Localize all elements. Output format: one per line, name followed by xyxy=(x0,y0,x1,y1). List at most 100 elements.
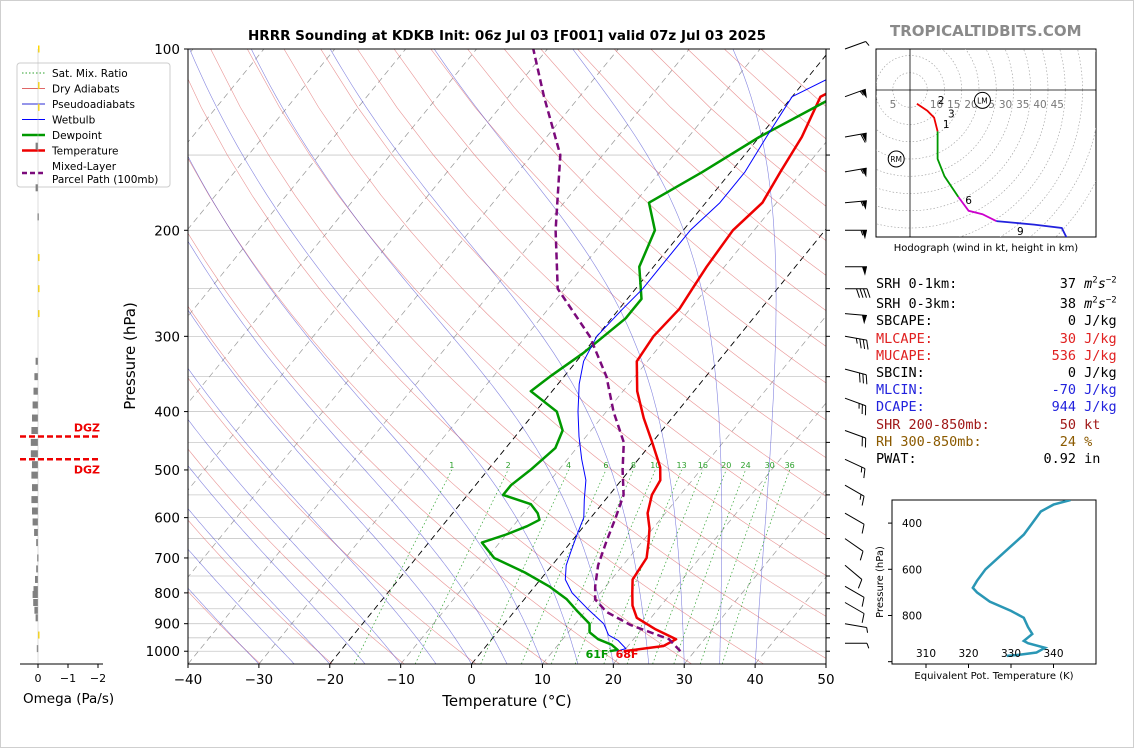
barb-staff xyxy=(844,313,867,317)
omega-bar xyxy=(38,631,40,639)
x-tick-label: 20 xyxy=(605,672,622,688)
parameter-unit: J/kg xyxy=(1076,330,1117,347)
barb-full xyxy=(857,579,863,589)
mixing-ratio-label: 6 xyxy=(603,461,608,470)
wind-barb xyxy=(844,200,867,210)
barb-pennant xyxy=(861,168,867,178)
hodograph-trace xyxy=(936,131,960,198)
pseudoadiabat-line xyxy=(188,419,401,664)
wind-barb xyxy=(845,288,871,298)
parameter-unit: J/kg xyxy=(1076,365,1117,382)
omega-bar xyxy=(32,507,38,515)
dry-adiabat-line xyxy=(210,49,826,659)
wind-barb xyxy=(844,397,867,416)
y-tick-label: 200 xyxy=(154,223,180,239)
sounding-parameters: SRH 0-1km: 37 m2s−2 SRH 0-3km: 38 m2s−2 SBCA… xyxy=(876,272,1117,468)
legend-text-line: Parcel Path (100mb) xyxy=(52,174,158,186)
barb-staff xyxy=(844,512,865,525)
barb-pennant xyxy=(861,315,867,325)
wind-barbs xyxy=(844,41,871,649)
y-tick-label: 1000 xyxy=(146,644,180,660)
skewt-plot: 1 2 4 6 8 10 13 16 20 24 30 36 10020030040050060070… xyxy=(121,28,835,710)
dry-adiabat-line xyxy=(283,49,826,576)
hodograph-caption: Hodograph (wind in kt, height in km) xyxy=(894,243,1079,254)
wind-barb xyxy=(844,335,869,350)
isotherm-line xyxy=(188,49,690,664)
x-tick-label: −30 xyxy=(245,672,274,688)
chart-title: HRRR Sounding at KDKB Init: 06z Jul 03 [… xyxy=(248,28,766,44)
barb-pennant xyxy=(861,133,867,143)
barb-full xyxy=(861,613,865,623)
storm-motion-rm-label: RM xyxy=(890,155,902,164)
parameter-unit: in xyxy=(1076,451,1101,468)
legend-label-4: Dewpoint xyxy=(52,130,102,142)
series-line-dewpoint xyxy=(480,99,826,653)
barb-pennant xyxy=(862,230,867,240)
dry-adiabat-line xyxy=(188,519,333,664)
parameter-unit: J/kg xyxy=(1076,347,1117,364)
pseudoadiabat-line xyxy=(188,309,472,664)
omega-bar xyxy=(38,45,40,53)
hodograph-height-label: 3 xyxy=(948,109,955,121)
omega-panel: 0 −1 −2 DGZ DGZ xyxy=(20,45,106,685)
legend-text-line: Pseudoadiabats xyxy=(52,99,135,111)
storm-motion-lm-label: LM xyxy=(977,96,988,105)
barb-half xyxy=(865,41,870,46)
mixing-ratio-label: 10 xyxy=(650,461,660,470)
storm-motion-rm-marker xyxy=(887,150,905,168)
legend-text-line: Temperature xyxy=(51,146,119,158)
wind-barb xyxy=(844,512,865,534)
omega-bar xyxy=(34,528,38,536)
mixing-ratio-label: 1 xyxy=(449,461,454,470)
dry-adiabat-line xyxy=(188,591,261,664)
storm-motion-lm-marker xyxy=(973,91,991,109)
barb-half xyxy=(866,643,870,649)
hodograph-ring-label: 30 xyxy=(999,99,1012,111)
hodograph-ring-label: 35 xyxy=(1016,99,1029,111)
wind-barb xyxy=(844,313,867,325)
pseudoadiabat-line xyxy=(188,465,366,664)
barb-staff xyxy=(844,484,865,497)
barb-full xyxy=(865,374,868,385)
pseudoadiabat-line xyxy=(188,367,437,664)
barb-full xyxy=(863,288,867,298)
mixing-ratio-label: 36 xyxy=(785,461,795,470)
wind-barb xyxy=(844,368,868,385)
omega-bar xyxy=(32,461,38,469)
parameter-unit: J/kg xyxy=(1076,382,1117,399)
pseudoadiabat-line xyxy=(188,587,260,664)
barb-staff xyxy=(844,602,865,614)
parameter-row: SRH 0-1km: 37 m2s−2 xyxy=(876,272,1117,293)
pseudoadiabat-line xyxy=(188,240,508,664)
wind-barb xyxy=(844,430,867,448)
parameter-value: 0.92 xyxy=(1043,451,1076,468)
barb-half xyxy=(859,90,864,96)
hodograph-ring-label: 40 xyxy=(1033,99,1046,111)
dry-adiabat-line xyxy=(393,49,826,459)
mixing-ratio-label: 4 xyxy=(566,461,571,470)
dry-adiabat-line xyxy=(430,49,826,421)
parameter-row: SBCAPE: 0 J/kg xyxy=(876,313,1117,330)
legend-text-line: Wetbulb xyxy=(52,115,96,127)
parameter-label: PWAT: xyxy=(876,451,917,468)
barb-half xyxy=(866,627,869,633)
legend-text-line: Mixed-Layer xyxy=(52,161,117,173)
legend-label-0: Sat. Mix. Ratio xyxy=(52,68,128,80)
legend-box xyxy=(16,62,171,188)
parameter-row: PWAT: 0.92 in xyxy=(876,451,1117,468)
parameter-row: DCAPE: 944 J/kg xyxy=(876,399,1117,416)
hodograph-trace xyxy=(916,103,939,132)
series-line-mixed-layer-parcel-path-mb- xyxy=(532,49,682,653)
parameter-value: 38 xyxy=(1059,296,1076,313)
barb-pennant xyxy=(861,200,867,210)
barb-staff xyxy=(844,368,867,376)
theta-e-x-tick-label: 320 xyxy=(958,648,978,660)
barb-full xyxy=(861,436,863,447)
parameter-value: 37 xyxy=(1059,275,1076,292)
y-tick-label: 800 xyxy=(154,586,180,602)
barb-full xyxy=(859,551,864,561)
parameter-row: SHR 200-850mb: 50 kt xyxy=(876,417,1117,434)
skewt-series xyxy=(480,49,826,653)
x-axis-label: Temperature (°C) xyxy=(441,692,571,710)
series-line-temperature xyxy=(623,92,826,653)
